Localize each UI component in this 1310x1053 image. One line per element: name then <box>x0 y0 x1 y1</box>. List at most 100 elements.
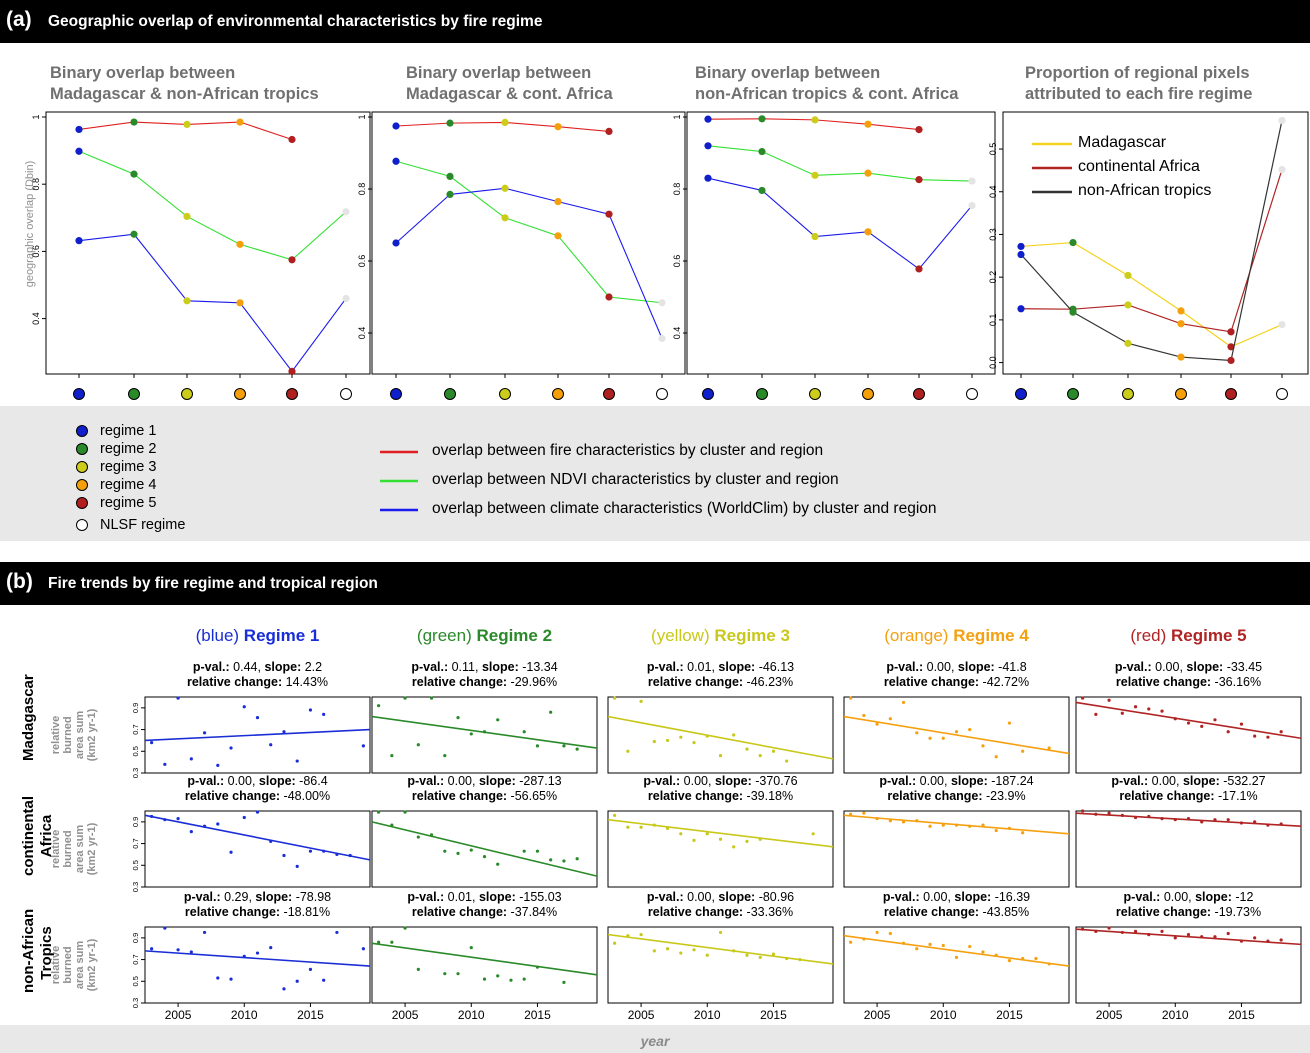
panel-r3-c4-point <box>915 947 919 951</box>
chart-3-line-overlap-between-ndvi-characteristics-by- <box>707 145 973 182</box>
chart-4-ytick-label: 0.3 <box>988 228 998 241</box>
panel-r1-c4-point <box>928 736 932 740</box>
change-label: relative change: <box>647 905 744 919</box>
panel-a-charts: 0.4 0.6 0.8 1 0.4 0.6 0.8 1 0.4 0.6 0.8 1 0.0 0.1 0.2 0… <box>31 111 1309 400</box>
panel-r2-c5-point <box>1266 823 1270 827</box>
p-value: 0.00, <box>1148 774 1183 788</box>
panel-r1-c3-frame <box>607 696 834 774</box>
slope-value: 2.2 <box>301 660 323 674</box>
slope-value: -16.39 <box>991 890 1031 904</box>
change-label: relative change: <box>647 675 744 689</box>
slope-label: slope: <box>957 660 995 674</box>
column-regime-name: Regime 4 <box>953 626 1029 645</box>
panel-r3-c2-point <box>390 940 394 944</box>
p-label: p-val.: <box>407 774 445 788</box>
slope-label: slope: <box>714 774 752 788</box>
panel-r2-c5-point <box>1200 820 1204 824</box>
panel-r3-c1-point <box>229 977 233 981</box>
panel-r1-c4-point <box>915 731 919 735</box>
panel-r2-c1-point <box>255 810 260 814</box>
slope-label: slope: <box>255 890 293 904</box>
slope-label: slope: <box>718 660 756 674</box>
panel-r2-c5-point <box>1279 822 1283 826</box>
chart-3-point-2-6 <box>968 177 976 185</box>
chart-1-point-3-4 <box>236 299 244 307</box>
chart-1-point-3-5 <box>288 367 296 375</box>
chart-2-point-2-4 <box>554 232 562 240</box>
panel-r2-c4-point <box>994 828 998 833</box>
chart-3-ytick-label: 0.8 <box>672 183 682 196</box>
panel-r3-c2-point <box>377 940 381 944</box>
panel-r1-c3-point <box>785 759 789 763</box>
chart-2-category-marker-3 <box>499 388 511 400</box>
panel-r3-c3-point <box>758 955 762 959</box>
chart-1-ytick-label: 0.8 <box>31 178 41 191</box>
panel-r3-c4-point <box>888 931 892 936</box>
panel-r3-c5-xtick-label: 2015 <box>1228 1008 1255 1022</box>
panel-r3-c4-frame <box>843 926 1070 1004</box>
panel-r2-c2-point <box>443 849 447 853</box>
chart-4-point-2-1 <box>1017 305 1025 313</box>
change-value: -48.00% <box>280 789 331 803</box>
stats-line-2: relative change: 14.43% <box>145 675 370 690</box>
p-label: p-val.: <box>886 660 924 674</box>
chart-1-frame <box>45 111 371 375</box>
change-value: 14.43% <box>282 675 329 689</box>
legend-line-climate: overlap between climate characteristics … <box>432 500 937 517</box>
panel-r1-c2-point <box>535 744 540 748</box>
chart-4-point-2-5 <box>1227 328 1235 336</box>
stats-r1-c2: p-val.: 0.11, slope: -13.34 relative chan… <box>372 660 597 690</box>
panel-r1-c4-point <box>901 700 906 705</box>
chart-1-line-overlap-between-climate-characteristics- <box>78 233 347 373</box>
stats-r1-c1: p-val.: 0.44, slope: 2.2 relative change:… <box>145 660 370 690</box>
chart-3-point-3-3 <box>811 232 819 241</box>
panel-r3-c4-point <box>928 942 932 946</box>
panel-r1-c1-point <box>255 716 260 720</box>
change-value: -33.36% <box>743 905 794 919</box>
panel-r2-c5-point <box>1147 814 1151 819</box>
change-value: -17.1% <box>1214 789 1258 803</box>
change-label: relative change: <box>1115 905 1212 919</box>
stats-line-2: relative change: -29.96% <box>372 675 597 690</box>
p-value: 0.11, <box>448 660 482 674</box>
p-value: 0.00, <box>1151 660 1187 674</box>
panel-r3-c1-xtick-label: 2015 <box>297 1008 324 1022</box>
panel-r2-c1-ytick-label: 0.7 <box>131 838 140 848</box>
chart-4-line-non-african-tropics <box>1020 120 1283 362</box>
chart-4-line-continental-africa <box>1020 169 1283 333</box>
panel-r1-c4-point <box>981 744 985 748</box>
panel-r2-c4-point <box>1021 831 1025 835</box>
panel-r3-c5-point <box>1160 929 1164 933</box>
chart-4-ytick-label: 0.1 <box>988 314 998 327</box>
panel-r2-c1-point <box>242 815 246 820</box>
panel-r2-c2-point <box>456 851 460 855</box>
panel-r3-c3-point <box>665 947 670 951</box>
panel-r1-c4-point <box>875 722 879 726</box>
change-label: relative change: <box>411 905 508 919</box>
panel-r2-c1-ytick-label: 0.5 <box>131 860 140 870</box>
panel-r3-c4-xtick-label: 2010 <box>930 1008 957 1022</box>
panel-r2-c5-point <box>1081 809 1085 813</box>
panel-r1-c5-point <box>1107 698 1111 702</box>
panel-r1-c3-point <box>732 733 736 737</box>
panel-r3-c5-frame <box>1075 926 1302 1004</box>
panel-r3-c1-ytick-label: 0.5 <box>131 976 140 986</box>
chart-1-category-marker-5 <box>286 388 298 400</box>
panel-r2-c5-point <box>1226 818 1230 822</box>
panel-r1-c5-point <box>1226 730 1230 734</box>
panel-r2-c1-ytick-label: 0.9 <box>131 817 140 827</box>
panel-r1-c4-point <box>862 713 866 718</box>
subtitle-chart-3: Binary overlap between non-African tropi… <box>695 64 959 103</box>
panel-r1-c4-point <box>888 717 892 721</box>
panel-r3-c3-point <box>626 934 630 938</box>
panel-r1-c1-frame <box>144 696 371 774</box>
panel-r3-c1-point <box>335 930 339 935</box>
stats-r3-c2: p-val.: 0.01, slope: -155.03 relative cha… <box>372 890 597 920</box>
panel-r2-c2-point <box>549 858 553 862</box>
panel-r2-c2-trend-line <box>371 821 598 877</box>
stats-line-1: p-val.: 0.00, slope: -86.4 <box>145 774 370 789</box>
panel-r2-c3-point <box>692 838 696 842</box>
chart-3-point-1-3 <box>811 116 819 124</box>
p-label: p-val.: <box>1123 890 1161 904</box>
chart-4-category-marker-4 <box>1175 388 1187 400</box>
